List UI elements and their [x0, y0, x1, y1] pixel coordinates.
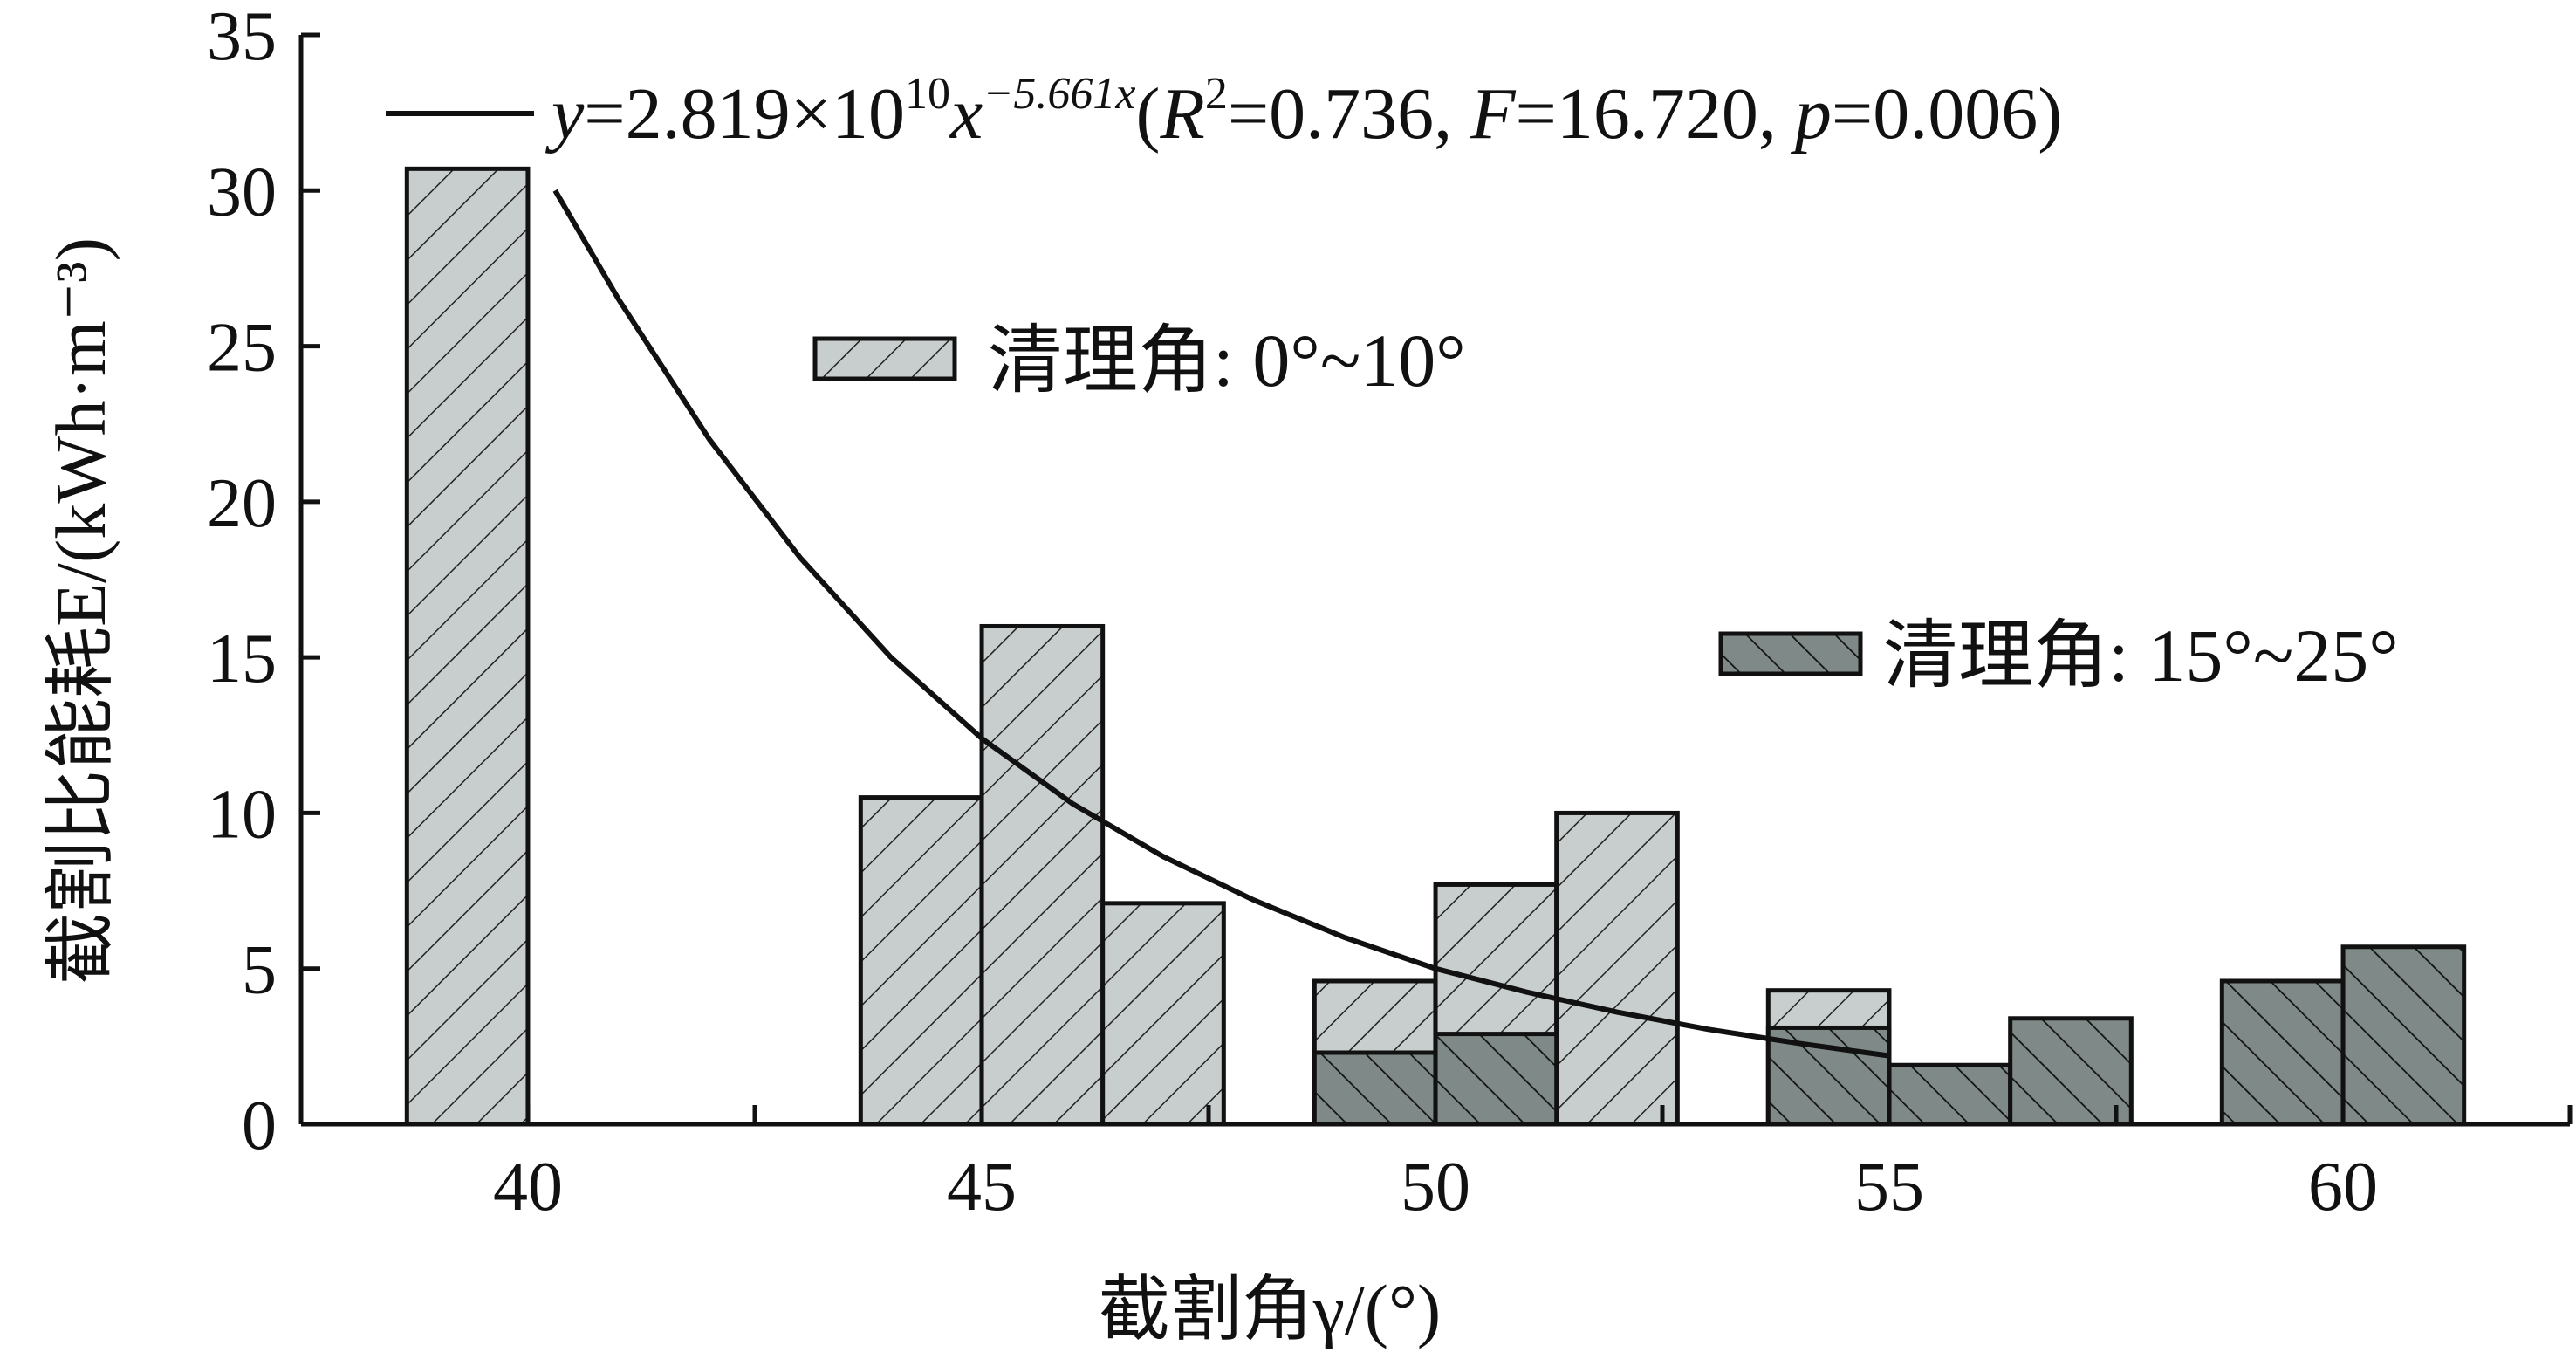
y-tick-label-20: 20: [207, 465, 277, 542]
y-tick-label-25: 25: [207, 310, 277, 387]
y-tick-label-15: 15: [207, 621, 277, 697]
legend-swatch-light: [812, 336, 957, 381]
bar-dark-8: [1312, 1050, 1438, 1127]
bar-light-3: [1100, 901, 1226, 1127]
y-ticks: 0 5 10 15 20 25 30 35: [207, 0, 320, 1164]
fit-curve: [552, 189, 1890, 1059]
bar-dark-13: [2219, 978, 2346, 1127]
bar-light-1: [858, 795, 984, 1127]
x-ticks: 40 45 50 55 60: [298, 1105, 2573, 1225]
x-tick-label-45: 45: [947, 1149, 1017, 1225]
legend-label-dark: 清理角: 15°~25°: [1883, 614, 2399, 697]
x-axis-title: 截割角γ/(°): [1099, 1270, 1441, 1349]
x-tick-label-55: 55: [1854, 1149, 1924, 1225]
bar-dark-14: [2340, 944, 2467, 1127]
bar-light-0: [404, 166, 531, 1127]
fit-equation: y=2.819×1010x−5.661x(R2=0.736, F=16.720,…: [545, 69, 2062, 154]
legend-item-light: 清理角: 0°~10°: [812, 319, 1466, 402]
bar-dark-9: [1433, 1032, 1559, 1127]
legend-label-light: 清理角: 0°~10°: [988, 319, 1466, 402]
legend-item-dark: 清理角: 15°~25°: [1718, 614, 2399, 697]
fit-legend: y=2.819×1010x−5.661x(R2=0.736, F=16.720,…: [386, 69, 2062, 154]
x-tick-label-40: 40: [493, 1149, 563, 1225]
y-tick-label-10: 10: [207, 776, 277, 853]
x-tick-label-60: 60: [2308, 1149, 2378, 1225]
y-tick-label-0: 0: [242, 1088, 277, 1164]
y-axis-title: 截割比能耗E/(kWh·m⁻³): [41, 237, 120, 985]
bar-dark-12: [2008, 1016, 2134, 1127]
y-tick-label-30: 30: [207, 154, 277, 230]
bar-light-2: [979, 623, 1106, 1127]
y-tick-label-35: 35: [207, 0, 277, 75]
bar-dark-11: [1887, 1062, 2013, 1127]
axes: 0 5 10 15 20 25 30 35 40 45 50 55 60: [207, 0, 2573, 1225]
x-tick-label-50: 50: [1401, 1149, 1470, 1225]
y-tick-label-5: 5: [242, 932, 277, 1009]
bar-light-6: [1554, 810, 1680, 1127]
bars-layer: [404, 166, 2467, 1127]
legend-swatch-dark: [1718, 631, 1863, 676]
